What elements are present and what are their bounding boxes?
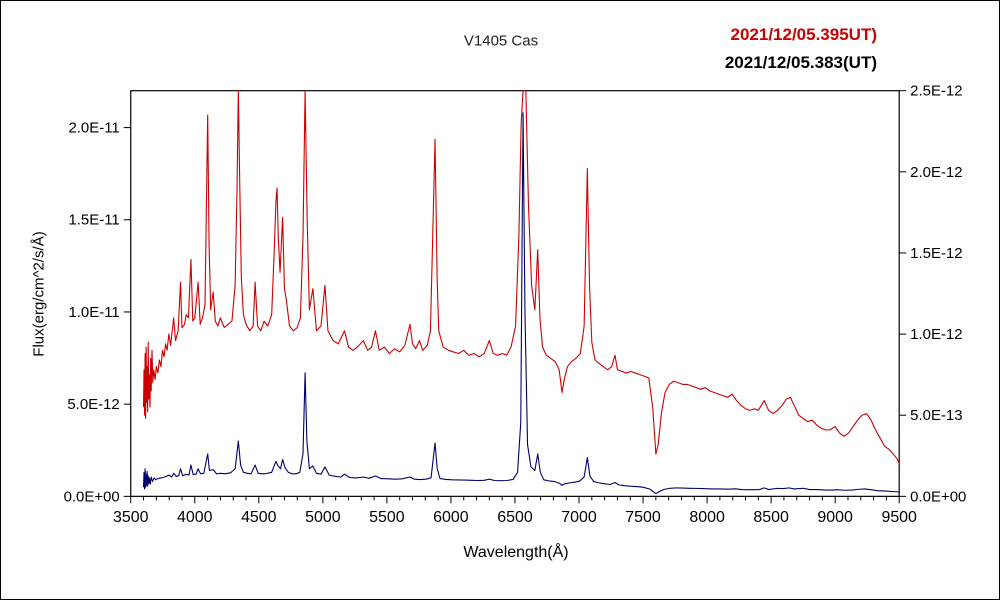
x-axis-title: Wavelength(Å) xyxy=(463,544,569,561)
svg-text:5500: 5500 xyxy=(369,509,405,526)
svg-text:3500: 3500 xyxy=(113,509,149,526)
svg-text:1.0E-11: 1.0E-11 xyxy=(68,304,119,321)
legend-entry-black: 2021/12/05.383(UT) xyxy=(724,53,877,72)
svg-text:2.5E-12: 2.5E-12 xyxy=(910,83,962,100)
svg-text:5.0E-13: 5.0E-13 xyxy=(910,407,962,424)
y-axis-title: Flux(erg/cm^2/s/Å) xyxy=(30,231,48,357)
svg-text:2.0E-12: 2.0E-12 xyxy=(910,164,962,181)
svg-text:5000: 5000 xyxy=(305,509,341,526)
svg-text:4000: 4000 xyxy=(177,509,213,526)
svg-text:6500: 6500 xyxy=(497,509,533,526)
svg-text:7000: 7000 xyxy=(561,509,597,526)
svg-text:2.0E-11: 2.0E-11 xyxy=(68,120,119,137)
svg-text:8000: 8000 xyxy=(689,509,725,526)
svg-text:9000: 9000 xyxy=(817,509,853,526)
svg-text:5.0E-12: 5.0E-12 xyxy=(67,396,119,413)
svg-text:0.0E+00: 0.0E+00 xyxy=(910,488,966,505)
svg-text:6000: 6000 xyxy=(433,509,469,526)
svg-text:4500: 4500 xyxy=(241,509,277,526)
svg-text:9500: 9500 xyxy=(881,509,917,526)
legend: 2021/12/05.395UT) 2021/12/05.383(UT) xyxy=(725,21,877,77)
svg-text:8500: 8500 xyxy=(753,509,789,526)
legend-entry-red: 2021/12/05.395UT) xyxy=(730,25,878,44)
svg-text:1.5E-12: 1.5E-12 xyxy=(910,245,962,262)
svg-text:0.0E+00: 0.0E+00 xyxy=(64,488,120,505)
svg-text:7500: 7500 xyxy=(625,509,661,526)
svg-text:1.0E-12: 1.0E-12 xyxy=(910,326,962,343)
svg-text:1.5E-11: 1.5E-11 xyxy=(68,212,119,229)
chart-title: V1405 Cas xyxy=(463,32,539,50)
